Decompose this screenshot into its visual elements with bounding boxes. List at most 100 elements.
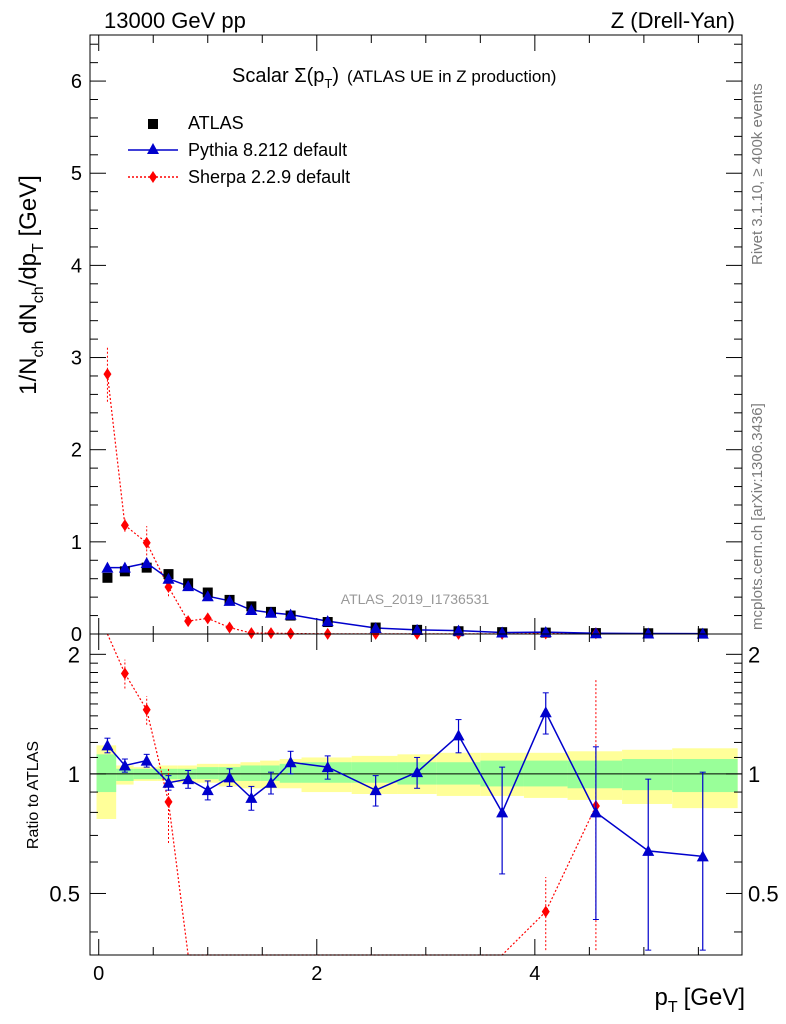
ratio-pythia-point <box>696 850 709 862</box>
main-ylabel: 1/Nch dNch/dpT [GeV] <box>15 175 47 395</box>
sherpa-point <box>142 536 151 549</box>
main-panel: 0 1 2 3 4 5 6 ATLAS Pythia 8.212 default Sherp… <box>71 34 743 646</box>
legend-sherpa-label: Sherpa 2.2.9 default <box>188 167 350 187</box>
x-tick-label: 4 <box>529 963 540 985</box>
chart-title: Scalar Σ(pT) (ATLAS UE in Z production) <box>232 65 556 91</box>
xlabel-sub: T <box>668 999 678 1016</box>
ratio-axis-ticks: 0.5 0.5 1 1 2 2 0 2 4 <box>49 634 779 985</box>
legend-pythia-label: Pythia 8.212 default <box>188 140 347 160</box>
green-band-segment <box>116 768 134 781</box>
green-band-segment <box>351 762 398 783</box>
ratio-pythia-point <box>321 761 334 773</box>
main-ylabel-b: dN <box>15 303 42 340</box>
header-right: Z (Drell-Yan) <box>611 8 735 33</box>
ratio-y-tick-label: 1 <box>68 762 80 787</box>
ratio-pythia-point <box>642 844 655 856</box>
main-y-tick-label: 4 <box>71 255 82 277</box>
main-ylabel-a: 1/N <box>15 358 42 395</box>
main-y-tick-label: 3 <box>71 348 82 370</box>
ratio-pythia-point <box>118 759 131 771</box>
ratio-pythia-point <box>411 766 424 778</box>
ratio-pythia-point <box>539 706 552 718</box>
ratio-pythia-point <box>140 754 153 766</box>
chart-title-sub: T <box>324 76 332 91</box>
pythia-point <box>264 606 277 618</box>
green-band-segment <box>622 759 673 791</box>
main-ylabel-d: [GeV] <box>15 175 42 243</box>
ratio-pythia-point <box>452 729 465 741</box>
main-ylabel-c-sub: T <box>30 243 47 253</box>
ratio-sherpa-point <box>120 667 129 680</box>
ratio-pythia-point <box>201 784 214 796</box>
pythia-point <box>284 608 297 620</box>
xlabel-unit: [GeV] <box>684 984 745 1011</box>
ratio-y-tick-label: 0.5 <box>49 881 80 906</box>
ratio-frame <box>89 633 743 956</box>
pythia-point <box>496 626 509 638</box>
ratio-pythia-point <box>284 756 297 768</box>
pythia-point <box>245 604 258 616</box>
ratio-y-tick-label-right: 2 <box>748 642 760 667</box>
ratio-y-tick-label: 2 <box>68 642 80 667</box>
rivet-label: Rivet 3.1.10, ≥ 400k events <box>749 83 766 265</box>
green-band-segment <box>260 765 280 781</box>
sherpa-point <box>103 368 112 381</box>
ratio-ylabel: Ratio to ATLAS <box>25 741 42 849</box>
ratio-pythia-point <box>162 776 175 788</box>
pythia-point <box>696 627 709 639</box>
ratio-y-tick-label-right: 0.5 <box>748 881 779 906</box>
ratio-sherpa-point <box>164 795 173 808</box>
ratio-pythia-point <box>101 739 114 751</box>
legend-atlas-marker <box>148 119 158 129</box>
main-y-tick-label: 0 <box>71 624 82 646</box>
ratio-pythia-point <box>245 791 258 803</box>
legend-pythia-marker <box>147 143 159 154</box>
sherpa-point <box>266 627 275 640</box>
ratio-y-tick-label-right: 1 <box>748 762 760 787</box>
xlabel: pT [GeV] <box>655 984 746 1016</box>
pythia-point <box>369 622 382 634</box>
pythia-point <box>201 590 214 602</box>
chart-title-suffix: ) <box>332 65 339 87</box>
legend-atlas-label: ATLAS <box>188 113 244 133</box>
x-tick-label: 0 <box>93 963 104 985</box>
pythia-point <box>321 615 334 627</box>
main-y-tick-label: 2 <box>71 440 82 462</box>
pythia-point <box>101 561 114 573</box>
green-band-segment <box>301 762 352 783</box>
sherpa-point <box>164 581 173 594</box>
main-y-tick-label: 5 <box>71 163 82 185</box>
ratio-sherpa-point <box>142 703 151 716</box>
chart-title-prefix: Scalar Σ(p <box>232 65 324 87</box>
x-tick-label: 2 <box>311 963 322 985</box>
sherpa-point <box>203 612 212 625</box>
pythia-point <box>452 624 465 636</box>
sherpa-point <box>120 519 129 532</box>
sherpa-point <box>247 627 256 640</box>
main-y-tick-label: 6 <box>71 71 82 93</box>
ratio-pythia-point <box>369 784 382 796</box>
legend: ATLAS Pythia 8.212 default Sherpa 2.2.9 … <box>128 113 350 187</box>
chart-title-rest: (ATLAS UE in Z production) <box>347 67 556 86</box>
pythia-point <box>140 557 153 569</box>
green-band-segment <box>196 767 219 780</box>
ratio-pythia-point <box>223 771 236 783</box>
ratio-sherpa-point <box>541 905 550 918</box>
main-ylabel-c: /dp <box>15 253 42 286</box>
main-axis-ticks: 0 1 2 3 4 5 6 <box>71 35 742 646</box>
pythia-point <box>182 580 195 592</box>
header-left: 13000 GeV pp <box>104 8 246 33</box>
pythia-point <box>642 627 655 639</box>
pythia-point <box>118 561 131 573</box>
ratio-pythia-point <box>496 806 509 818</box>
main-y-tick-label: 1 <box>71 532 82 554</box>
watermark: ATLAS_2019_I1736531 <box>341 591 490 607</box>
ratio-pythia-point <box>182 773 195 785</box>
sherpa-point <box>225 621 234 634</box>
main-ylabel-a-sub: ch <box>30 341 47 358</box>
legend-sherpa-marker <box>149 171 157 183</box>
green-band-segment <box>672 759 738 793</box>
ratio-pythia-point <box>264 776 277 788</box>
pythia-point <box>223 594 236 606</box>
